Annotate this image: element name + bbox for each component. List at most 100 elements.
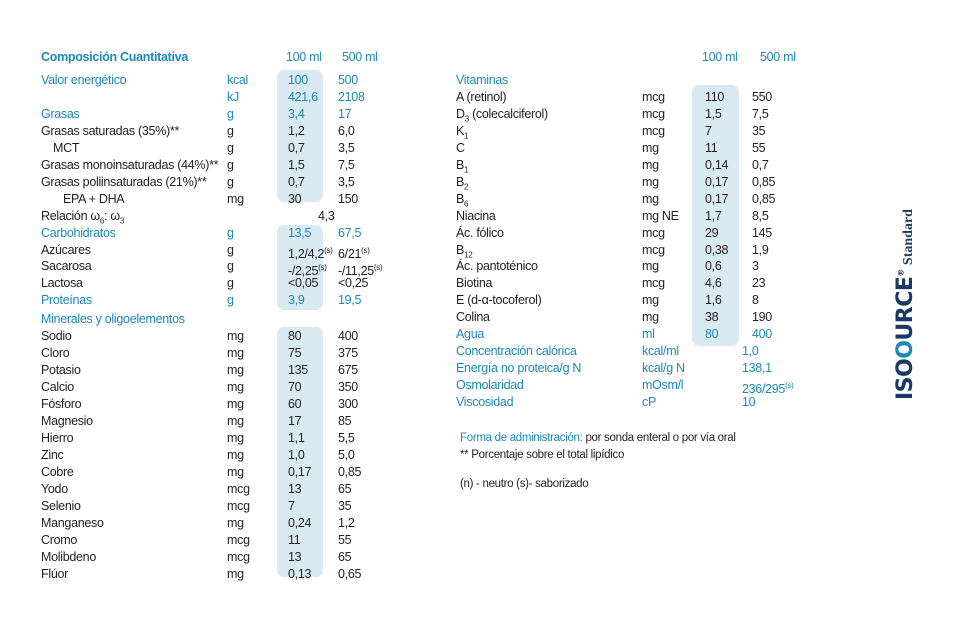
table-row: Azúcares g 1,2/4,2(s) 6/21(s) (0, 242, 960, 261)
table-row: D3 (colecalciferol) mcg 1,5 7,5 (0, 106, 960, 124)
row-label: Grasas (41, 106, 80, 121)
row-value-100ml: 70 (288, 380, 302, 395)
row-value-100ml: -/2,25(s) (288, 262, 327, 278)
row-value-100ml: 0,38 (705, 242, 729, 257)
row-value-500ml: 6,0 (338, 123, 355, 138)
row-label: E (d-α-tocoferol) (456, 293, 542, 308)
row-label: Viscosidad (456, 395, 514, 410)
administration-text: por sonda enteral o por vía oral (582, 432, 736, 444)
row-value-500ml: 2108 (338, 89, 365, 104)
row-value-500ml: 5,0 (338, 447, 355, 462)
row-label: Grasas monoinsaturadas (44%)** (41, 157, 219, 172)
row-unit: mg (642, 174, 659, 189)
right-header-500ml: 500 ml (760, 50, 796, 64)
row-unit: mg (227, 346, 244, 361)
administration-label: Forma de administración: (460, 432, 583, 444)
row-value-100ml: 100 (288, 73, 308, 87)
row-label: Sodio (41, 329, 72, 344)
table-row: Lactosa g <0,05 <0,25 (0, 275, 960, 292)
row-unit: mcg (227, 549, 250, 564)
table-row: Energía no proteica/g N kcal/g N 138,1 (0, 360, 960, 377)
row-label: Agua (456, 327, 484, 342)
row-value-100ml: 0,7 (288, 140, 305, 155)
row-unit: mg (227, 191, 244, 206)
row-value: 236/295(s) (742, 381, 794, 397)
row-unit: mg NE (642, 208, 679, 223)
row-value-100ml: 0,7 (288, 174, 305, 189)
row-value-500ml: 67,5 (338, 225, 362, 240)
table-row: B12 mcg 0,38 1,9 (0, 242, 960, 260)
highlight-100ml-vitamins (692, 85, 739, 346)
row-value: 1,0 (742, 344, 759, 359)
row-value-100ml: 80 (705, 327, 719, 342)
row-unit: mg (227, 414, 244, 428)
row-unit: mg (227, 430, 244, 445)
table-row: Colina mg 38 190 (0, 309, 960, 326)
row-value-500ml: 7,5 (338, 157, 355, 172)
row-label: Ác. fólico (456, 225, 504, 240)
row-value-500ml: 1,9 (752, 242, 769, 257)
row-unit: kcal/ml (642, 344, 679, 359)
row-label: Ác. pantoténico (456, 259, 538, 274)
row-value-500ml: 375 (338, 346, 358, 361)
table-row: Osmolaridad mOsm/l 236/295(s) (0, 377, 960, 396)
row-value-500ml: 0,85 (752, 191, 776, 206)
row-value-100ml: 30 (288, 191, 302, 206)
row-value-500ml: <0,25 (338, 276, 369, 291)
row-label: Grasas saturadas (35%)** (41, 123, 180, 138)
row-label: A (retinol) (456, 89, 507, 104)
row-value-100ml: <0,05 (288, 276, 319, 291)
row-label: Proteínas (41, 293, 92, 308)
row-unit: mg (227, 363, 244, 378)
row-value-100ml: 1,7 (705, 208, 722, 223)
row-value-100ml: 1,1 (288, 430, 305, 445)
row-unit: g (227, 140, 234, 155)
row-value-100ml: 0,14 (705, 157, 729, 172)
row-value-500ml: 17 (338, 106, 352, 121)
administration-note: Forma de administración: por sonda enter… (460, 430, 736, 447)
table-row: Molibdeno mcg 13 65 (0, 549, 960, 566)
row-unit: g (227, 276, 234, 291)
row-value-500ml: 1,2 (338, 515, 355, 530)
table-row: Grasas monoinsaturadas (44%)** g 1,5 7,5 (0, 157, 960, 174)
highlight-100ml-top (277, 70, 323, 202)
row-unit: kcal/g N (642, 361, 685, 376)
lipid-footnote: ** Porcentaje sobre el total lipídico (460, 449, 625, 461)
row-unit: mOsm/l (642, 378, 684, 393)
row-label: Colina (456, 310, 490, 325)
row-value-500ml: 7,5 (752, 106, 769, 121)
row-unit: g (227, 106, 234, 121)
row-unit: mcg (227, 481, 250, 496)
row-value-500ml: 400 (338, 329, 358, 344)
row-value-100ml: 4,6 (705, 276, 722, 291)
row-value-100ml: 1,0 (288, 447, 305, 462)
flavor-legend: (n) - neutro (s)- saborizado (460, 478, 589, 490)
table-row: Grasas saturadas (35%)** g 1,2 6,0 (0, 123, 960, 140)
row-value-100ml: 0,24 (288, 515, 312, 530)
row-value-500ml: 675 (338, 363, 358, 378)
row-value-500ml: 19,5 (338, 293, 362, 308)
row-value-500ml: 55 (752, 140, 766, 155)
row-unit: g (227, 242, 234, 257)
row-unit: mcg (227, 532, 250, 547)
row-value-100ml: 60 (288, 397, 302, 412)
row-value-100ml: 135 (288, 363, 308, 378)
row-label: EPA + DHA (63, 191, 125, 206)
row-unit: mg (227, 566, 244, 581)
row-value-500ml: 300 (338, 397, 358, 412)
row-label: Hierro (41, 430, 74, 445)
row-label: Zinc (41, 447, 64, 462)
row-label: Cloro (41, 346, 70, 361)
table-row: EPA + DHA mg 30 150 (0, 191, 960, 208)
row-label: Azúcares (41, 242, 91, 257)
row-value-500ml: 65 (338, 481, 352, 496)
table-row: Ác. pantoténico mg 0,6 3 (0, 258, 960, 275)
row-unit: mcg (642, 106, 665, 121)
row-unit: mcg (642, 276, 665, 291)
table-row: B2 mg 0,17 0,85 (0, 174, 960, 192)
table-row: Relación ω6: ω3 4,3 (0, 208, 960, 226)
table-row: Minerales y oligoelementos (0, 311, 960, 328)
table-row: Ác. fólico mcg 29 145 (0, 225, 960, 242)
row-value-100ml: 3,4 (288, 106, 305, 121)
table-row: B6 mg 0,17 0,85 (0, 191, 960, 209)
